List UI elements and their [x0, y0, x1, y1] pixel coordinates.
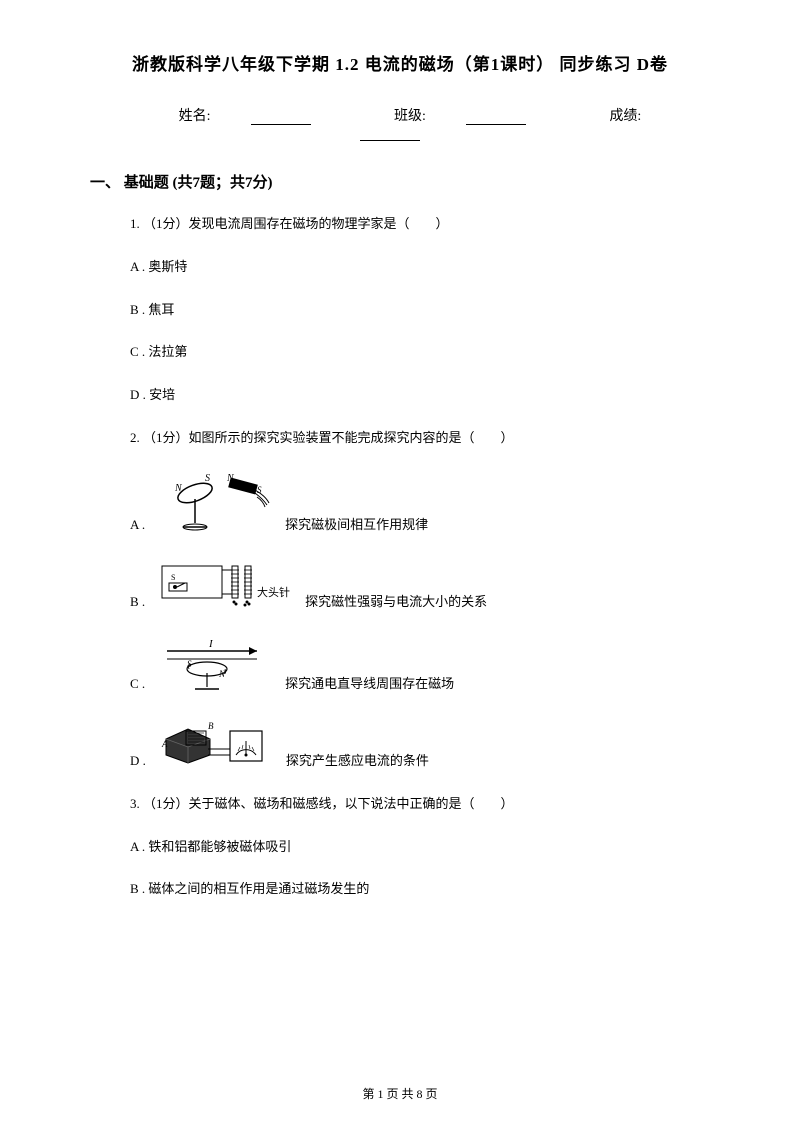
q2-a-text: 探究磁极间相互作用规律 — [285, 515, 428, 536]
page-footer: 第 1 页 共 8 页 — [0, 1085, 800, 1102]
q2-c-text: 探究通电直导线周围存在磁场 — [285, 674, 454, 695]
q2-c-label: C . — [130, 674, 145, 695]
q2-option-b: B . S — [130, 558, 710, 613]
q3-text: 3. （1分）关于磁体、磁场和磁感线，以下说法中正确的是（ ） — [130, 794, 710, 815]
q3-option-b: B . 磁体之间的相互作用是通过磁场发生的 — [130, 879, 710, 900]
q2-b-label: B . — [130, 592, 145, 613]
q2-text: 2. （1分）如图所示的探究实验装置不能完成探究内容的是（ ） — [130, 428, 710, 449]
q1-option-b: B . 焦耳 — [130, 300, 710, 321]
svg-text:S: S — [187, 659, 192, 669]
svg-text:I: I — [208, 638, 214, 650]
q2-option-c: C . I S N 探究通电直导线周围存在磁场 — [130, 635, 710, 695]
section-title: 一、 基础题 (共7题；共7分) — [90, 171, 710, 192]
svg-text:N: N — [226, 473, 235, 484]
q1-option-c: C . 法拉第 — [130, 342, 710, 363]
name-label: 姓名: — [159, 109, 331, 124]
q1-text: 1. （1分）发现电流周围存在磁场的物理学家是（ ） — [130, 214, 710, 235]
q2-option-a: A . N S N S 探究磁极间相互作用规律 — [130, 471, 710, 536]
info-row: 姓名: 班级: 成绩: — [90, 105, 710, 141]
q2-a-label: A . — [130, 515, 145, 536]
q2-d-diagram: A B — [158, 717, 278, 772]
svg-text:N: N — [218, 669, 226, 679]
q1-option-d: D . 安培 — [130, 385, 710, 406]
page-title: 浙教版科学八年级下学期 1.2 电流的磁场（第1课时） 同步练习 D卷 — [90, 50, 710, 75]
class-label: 班级: — [374, 109, 546, 124]
svg-text:大头针: 大头针 — [257, 585, 290, 599]
svg-text:B: B — [208, 721, 214, 731]
q3-option-a: A . 铁和铝都能够被磁体吸引 — [130, 837, 710, 858]
q2-option-d: D . A B 探究产生感应电流的条件 — [130, 717, 710, 772]
svg-text:N: N — [174, 483, 183, 494]
q2-d-text: 探究产生感应电流的条件 — [286, 751, 429, 772]
q2-a-diagram: N S N S — [157, 471, 277, 536]
q2-d-label: D . — [130, 751, 146, 772]
q2-b-text: 探究磁性强弱与电流大小的关系 — [305, 592, 487, 613]
svg-text:S: S — [171, 573, 175, 582]
q2-b-diagram: S 大头针 — [157, 558, 297, 613]
svg-text:S: S — [205, 473, 210, 484]
q1-option-a: A . 奥斯特 — [130, 257, 710, 278]
svg-text:A: A — [161, 739, 168, 749]
q2-c-diagram: I S N — [157, 635, 277, 695]
